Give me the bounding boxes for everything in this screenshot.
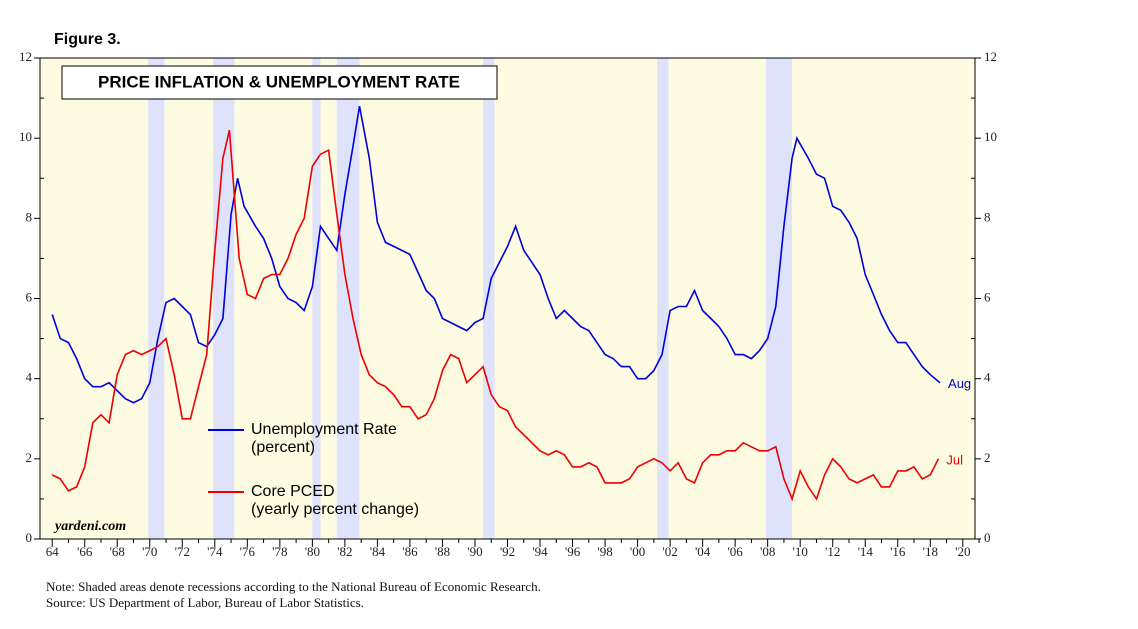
y-tick-label: 12 [19, 49, 32, 64]
watermark: yardeni.com [53, 519, 126, 534]
x-tick-label: '84 [370, 544, 386, 559]
x-tick-label: '74 [207, 544, 223, 559]
x-tick-label: '18 [923, 544, 938, 559]
y2-tick-label: 2 [984, 450, 991, 465]
x-tick-label: '82 [337, 544, 352, 559]
x-tick-label: '66 [77, 544, 93, 559]
x-tick-label: '96 [565, 544, 581, 559]
y-tick-label: 2 [26, 450, 33, 465]
x-tick-label: '06 [727, 544, 743, 559]
recession-band [483, 58, 495, 539]
y2-tick-label: 0 [984, 530, 991, 545]
chart-title: PRICE INFLATION & UNEMPLOYMENT RATE [98, 72, 460, 91]
plot-background [40, 58, 975, 539]
x-tick-label: '90 [467, 544, 482, 559]
end-label: Aug [948, 376, 971, 391]
x-tick-label: 64 [46, 544, 60, 559]
x-tick-label: '80 [305, 544, 320, 559]
y-tick-label: 10 [19, 129, 32, 144]
y-tick-label: 6 [26, 289, 33, 304]
x-tick-label: '72 [175, 544, 190, 559]
x-tick-label: '20 [955, 544, 970, 559]
y2-tick-label: 12 [984, 49, 997, 64]
recession-band [766, 58, 793, 539]
recession-band [336, 58, 360, 539]
legend-name: Core PCED [251, 483, 335, 500]
source: Source: US Department of Labor, Bureau o… [46, 595, 364, 610]
x-tick-label: '70 [142, 544, 157, 559]
x-tick-label: '68 [110, 544, 125, 559]
note: Note: Shaded areas denote recessions acc… [46, 579, 541, 594]
legend-unit: (yearly percent change) [251, 501, 419, 518]
end-label: Jul [946, 452, 963, 467]
y2-tick-label: 4 [984, 370, 991, 385]
x-tick-label: '04 [695, 544, 711, 559]
x-tick-label: '02 [662, 544, 677, 559]
legend-unit: (percent) [251, 439, 315, 456]
x-tick-label: '78 [272, 544, 287, 559]
series-line [51, 105, 941, 404]
title-box [61, 65, 498, 100]
x-tick-label: '92 [500, 544, 515, 559]
y-tick-label: 0 [26, 530, 33, 545]
y2-tick-label: 8 [984, 209, 991, 224]
recession-band [148, 58, 165, 539]
x-tick-label: '08 [760, 544, 775, 559]
y2-tick-label: 6 [984, 289, 991, 304]
y-tick-label: 4 [26, 370, 33, 385]
x-tick-label: '12 [825, 544, 840, 559]
series-line [51, 130, 940, 502]
legend-name: Unemployment Rate [251, 421, 397, 438]
x-tick-label: '86 [402, 544, 418, 559]
recession-band [657, 58, 669, 539]
y2-tick-label: 10 [984, 129, 997, 144]
x-tick-label: '16 [890, 544, 906, 559]
y-tick-label: 8 [26, 209, 33, 224]
recession-band [312, 58, 321, 539]
x-tick-label: '10 [793, 544, 808, 559]
x-tick-label: '98 [597, 544, 612, 559]
x-tick-label: '94 [532, 544, 548, 559]
x-tick-label: '00 [630, 544, 645, 559]
figure-label: Figure 3. [54, 31, 121, 48]
x-tick-label: '14 [858, 544, 874, 559]
x-tick-label: '88 [435, 544, 450, 559]
x-tick-label: '76 [240, 544, 256, 559]
